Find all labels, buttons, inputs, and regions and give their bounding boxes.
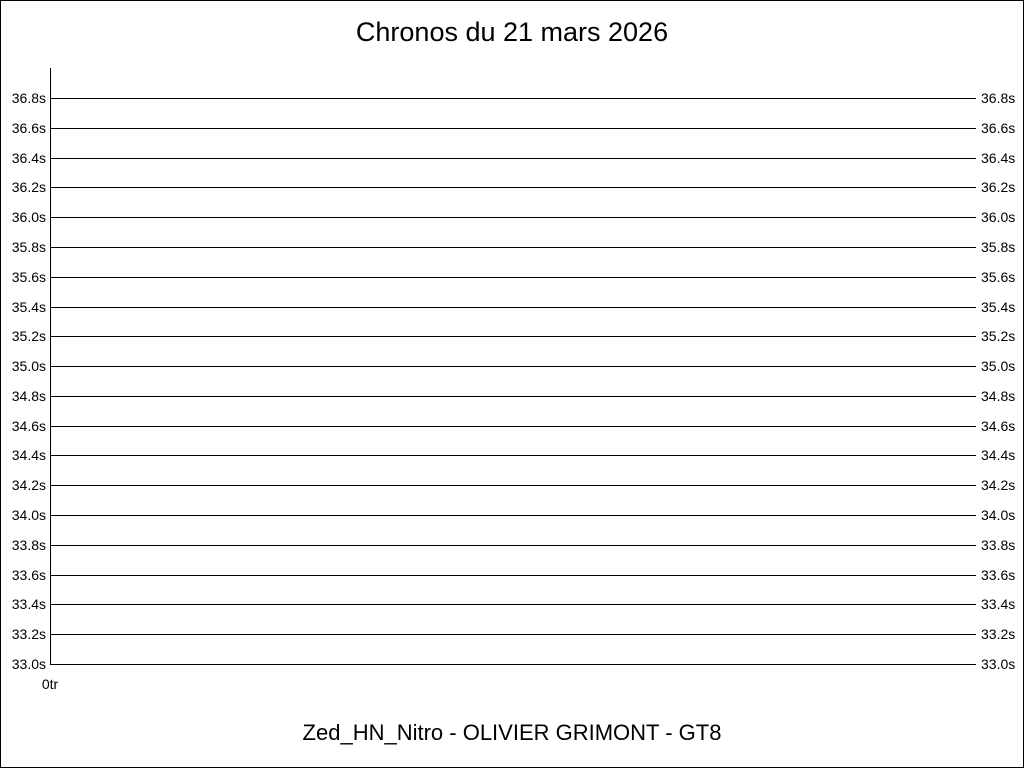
gridline xyxy=(50,307,976,308)
chart-caption: Zed_HN_Nitro - OLIVIER GRIMONT - GT8 xyxy=(302,720,722,745)
y-tick-label-left: 33.8s xyxy=(11,537,46,553)
y-tick-label-left: 36.2s xyxy=(11,179,46,195)
y-tick-label-right: 35.6s xyxy=(981,269,1016,285)
y-tick-label-left: 35.0s xyxy=(11,358,46,374)
y-tick-label-left: 34.6s xyxy=(11,418,46,434)
gridline xyxy=(50,128,976,129)
y-tick-label-right: 36.2s xyxy=(981,179,1016,195)
y-tick-label-right: 34.4s xyxy=(981,447,1016,463)
y-tick-label-right: 33.4s xyxy=(981,596,1016,612)
y-tick-label-left: 34.8s xyxy=(11,388,46,404)
gridline xyxy=(50,485,976,486)
gridline xyxy=(50,455,976,456)
y-tick-label-left: 34.4s xyxy=(11,447,46,463)
y-tick-label-right: 33.2s xyxy=(981,626,1016,642)
y-tick-label-left: 33.6s xyxy=(11,567,46,583)
gridline xyxy=(50,277,976,278)
y-tick-label-right: 33.6s xyxy=(981,567,1016,583)
y-tick-label-left: 33.0s xyxy=(11,656,46,672)
x-tick-label: 0tr xyxy=(41,676,59,692)
y-tick-label-left: 35.2s xyxy=(11,328,46,344)
y-tick-label-right: 34.8s xyxy=(981,388,1016,404)
y-tick-label-right: 36.6s xyxy=(981,120,1016,136)
gridline xyxy=(50,187,976,188)
y-tick-label-left: 34.2s xyxy=(11,477,46,493)
y-tick-label-left: 33.4s xyxy=(11,596,46,612)
y-tick-label-left: 36.0s xyxy=(11,209,46,225)
y-tick-label-left: 35.4s xyxy=(11,299,46,315)
chart-title: Chronos du 21 mars 2026 xyxy=(355,17,669,47)
y-tick-label-left: 36.6s xyxy=(11,120,46,136)
y-tick-label-left: 34.0s xyxy=(11,507,46,523)
y-tick-label-right: 35.0s xyxy=(981,358,1016,374)
y-tick-label-right: 36.0s xyxy=(981,209,1016,225)
y-tick-label-right: 35.2s xyxy=(981,328,1016,344)
gridline xyxy=(50,575,976,576)
y-tick-label-left: 36.4s xyxy=(11,150,46,166)
gridline xyxy=(50,545,976,546)
gridline xyxy=(50,664,976,665)
y-tick-label-left: 35.6s xyxy=(11,269,46,285)
gridline xyxy=(50,158,976,159)
gridline xyxy=(50,336,976,337)
y-tick-label-left: 36.8s xyxy=(11,90,46,106)
gridline xyxy=(50,247,976,248)
y-tick-label-left: 35.8s xyxy=(11,239,46,255)
y-tick-label-right: 35.8s xyxy=(981,239,1016,255)
y-tick-label-right: 34.2s xyxy=(981,477,1016,493)
y-tick-label-right: 36.4s xyxy=(981,150,1016,166)
gridline xyxy=(50,366,976,367)
y-tick-label-right: 36.8s xyxy=(981,90,1016,106)
y-tick-label-right: 35.4s xyxy=(981,299,1016,315)
gridline xyxy=(50,98,976,99)
y-tick-label-right: 34.0s xyxy=(981,507,1016,523)
y-tick-label-right: 33.8s xyxy=(981,537,1016,553)
y-tick-label-left: 33.2s xyxy=(11,626,46,642)
gridline xyxy=(50,515,976,516)
y-tick-label-right: 33.0s xyxy=(981,656,1016,672)
gridline xyxy=(50,396,976,397)
gridline xyxy=(50,604,976,605)
gridline xyxy=(50,426,976,427)
gridline xyxy=(50,634,976,635)
y-tick-label-right: 34.6s xyxy=(981,418,1016,434)
gridline xyxy=(50,217,976,218)
